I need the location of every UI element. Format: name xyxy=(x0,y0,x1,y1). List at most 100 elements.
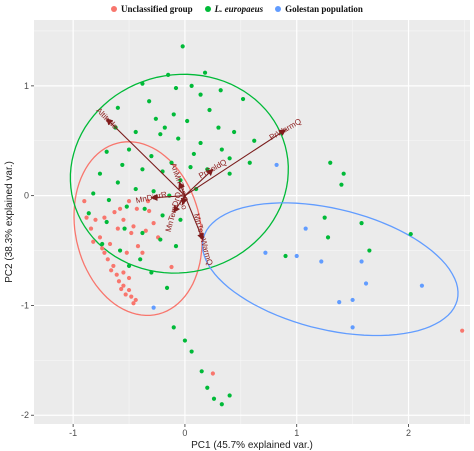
data-point xyxy=(182,338,188,343)
data-point xyxy=(126,287,132,293)
data-point xyxy=(325,235,331,240)
legend-marker xyxy=(204,6,211,12)
data-point xyxy=(164,285,170,290)
data-point xyxy=(189,83,194,88)
data-point xyxy=(211,396,217,401)
data-point xyxy=(216,125,221,130)
data-point xyxy=(158,132,163,137)
data-point xyxy=(460,328,465,333)
data-point xyxy=(131,301,136,306)
data-point xyxy=(227,156,232,161)
y-tick-label: -2 xyxy=(21,410,29,420)
data-point xyxy=(105,257,110,262)
data-point xyxy=(149,154,154,159)
data-point xyxy=(227,171,232,176)
data-point xyxy=(142,206,147,211)
data-point xyxy=(158,237,163,242)
data-point xyxy=(147,208,152,214)
data-point xyxy=(91,191,96,196)
data-point xyxy=(173,244,179,249)
data-point xyxy=(102,215,107,220)
data-point xyxy=(322,215,327,220)
data-point xyxy=(185,118,190,124)
data-point xyxy=(328,160,333,165)
data-point xyxy=(180,44,185,49)
data-point xyxy=(116,279,122,284)
major-gridlines xyxy=(34,20,470,424)
data-point xyxy=(100,246,105,251)
legend-label: Golestan population xyxy=(285,4,363,14)
data-point xyxy=(319,259,324,264)
data-point xyxy=(337,300,342,305)
data-point xyxy=(88,226,94,231)
data-point xyxy=(140,230,145,236)
data-point xyxy=(219,402,224,407)
y-axis-title: PC2 (38.3% explained var.) xyxy=(4,161,15,283)
data-point xyxy=(100,241,105,247)
loading-arrow xyxy=(184,168,214,197)
data-point xyxy=(104,219,109,225)
data-point xyxy=(247,160,252,165)
data-point xyxy=(115,105,120,110)
data-point xyxy=(294,253,299,259)
data-point xyxy=(227,393,232,398)
data-point xyxy=(134,206,139,211)
data-point xyxy=(218,88,223,93)
data-point xyxy=(178,217,183,222)
data-point xyxy=(145,199,151,204)
data-point xyxy=(191,151,196,157)
data-point xyxy=(160,213,165,218)
data-point xyxy=(91,239,96,244)
data-point xyxy=(115,180,120,185)
data-point xyxy=(176,136,181,141)
loading-arrow xyxy=(184,195,204,241)
data-point xyxy=(126,147,132,152)
loading-arrow xyxy=(150,193,185,201)
data-point xyxy=(133,129,138,135)
legend-item: L. europaeus xyxy=(204,4,263,14)
ellipse-unclassified-group xyxy=(73,141,203,317)
data-point xyxy=(82,199,87,204)
data-point xyxy=(104,149,109,154)
data-point xyxy=(178,178,183,183)
data-point xyxy=(198,92,203,97)
data-point xyxy=(107,241,113,247)
data-point xyxy=(119,286,124,292)
data-point xyxy=(135,244,141,249)
data-point xyxy=(86,211,91,216)
data-point xyxy=(198,140,203,146)
data-point xyxy=(210,371,215,376)
data-point xyxy=(359,220,364,226)
data-point xyxy=(147,99,152,104)
data-point xyxy=(408,231,413,237)
loading-arrow xyxy=(173,195,186,213)
legend-item: Unclassified group xyxy=(111,4,193,14)
data-point xyxy=(140,81,145,86)
plot-panel xyxy=(34,20,470,424)
data-point xyxy=(252,138,257,143)
data-point xyxy=(205,385,210,390)
legend: Unclassified group L. europaeus Golestan p… xyxy=(0,0,474,18)
data-point xyxy=(84,215,89,220)
legend-label: Unclassified group xyxy=(121,4,193,14)
data-point xyxy=(350,297,355,303)
data-point xyxy=(263,250,268,255)
data-point xyxy=(97,171,103,176)
data-point xyxy=(274,162,279,168)
data-point xyxy=(129,294,134,299)
data-points xyxy=(82,44,465,407)
data-point xyxy=(133,297,138,303)
y-tick-label: 0 xyxy=(24,191,29,201)
data-point xyxy=(106,197,112,203)
x-tick-label: 2 xyxy=(406,428,411,438)
data-point xyxy=(419,283,425,288)
loading-arrow xyxy=(105,118,186,197)
data-point xyxy=(124,204,129,209)
data-point xyxy=(143,228,148,233)
data-point xyxy=(111,263,116,269)
data-point xyxy=(126,199,132,204)
x-tick-label: 0 xyxy=(182,428,187,438)
data-point xyxy=(151,189,156,194)
data-point xyxy=(219,147,224,152)
